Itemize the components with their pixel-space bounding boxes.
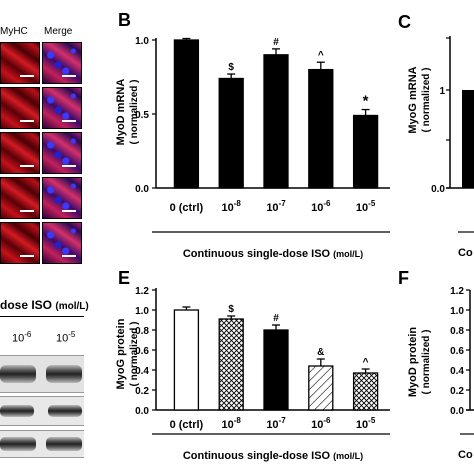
chart-b-ytick-label: 0.0 — [135, 184, 149, 195]
panel-f-ytick-label: 0.8 — [450, 326, 464, 337]
chart-b-xlabel: Continuous single-dose ISO (mol/L) — [183, 248, 363, 260]
chart-e-bar — [263, 329, 289, 411]
panel-letter-b: B — [118, 10, 131, 30]
micrograph-merge-3 — [42, 132, 82, 174]
chart-myod-protein-partial: MyoD protein ( normalized ) 0.0 0.2 0.4 0.6… — [407, 286, 474, 461]
chart-e-significance-mark: ^ — [363, 357, 369, 368]
western-blot-2 — [0, 396, 84, 426]
micrograph-merge-4 — [42, 177, 82, 219]
chart-e-category-label: 10-6 — [311, 416, 331, 431]
conc-label-a: 10-6 — [12, 330, 32, 345]
chart-myog-protein: MyoG protein( normalized ) 0.0 0.2 0.4 0.6 0.… — [115, 286, 390, 462]
chart-e-ytick-label: 0.0 — [135, 406, 149, 417]
chart-e-bar — [308, 365, 334, 411]
chart-b-category-label: 10-6 — [311, 199, 331, 214]
chart-e-category-label: 10-7 — [266, 416, 286, 431]
micrograph-myhc-3 — [0, 132, 40, 174]
micrograph-merge-1 — [42, 42, 82, 84]
chart-b-category-label: 10-8 — [222, 199, 242, 214]
panel-f-ylabel-bottom: ( normalized ) — [421, 329, 432, 394]
chart-e-ytick-label: 1.0 — [135, 306, 149, 317]
chart-b-bar — [218, 77, 244, 189]
chart-b-bar — [263, 54, 289, 189]
chart-b-category-label: 10-7 — [266, 199, 286, 214]
micrograph-myhc-5 — [0, 222, 40, 264]
chart-e-significance-mark: # — [273, 313, 279, 324]
panel-c-ytick-1: 1 — [439, 86, 445, 97]
iso-dose-label: dose ISO (mol/L) — [0, 298, 89, 312]
chart-e-ylabel-bottom: ( normalized ) — [129, 321, 140, 386]
chart-e-xlabel: Continuous single-dose ISO (mol/L) — [183, 450, 363, 462]
micrograph-myhc-4 — [0, 177, 40, 219]
panel-f-ytick-label: 0.2 — [450, 386, 464, 397]
chart-e-significance-mark: $ — [228, 304, 234, 315]
micrograph-myhc-2 — [0, 87, 40, 129]
panel-f-ytick-label: 0.4 — [450, 366, 464, 377]
micrograph-myhc-1 — [0, 42, 40, 84]
micrograph-merge-5 — [42, 222, 82, 264]
western-blot-1 — [0, 355, 84, 393]
conc-label-b: 10-5 — [56, 330, 76, 345]
micrograph-merge-2 — [42, 87, 82, 129]
chart-b-ytick-label: 0.5 — [135, 110, 149, 121]
panel-letter-c: C — [398, 12, 411, 32]
panel-f-ytick-label: 0.0 — [450, 406, 464, 417]
panel-f-ytick-label: 1.0 — [450, 306, 464, 317]
chart-b-significance-mark: * — [363, 93, 369, 110]
panel-c-xlabel: Co — [458, 247, 473, 259]
chart-e-significance-mark: & — [317, 347, 324, 358]
chart-e-ylabel-top: MyoG protein — [115, 318, 127, 389]
panel-c-ylabel: MyoG mRNA ( normalized ) — [407, 66, 432, 133]
chart-b-bar — [173, 39, 200, 189]
panel-c-ylabel-bottom: ( normalized ) — [421, 67, 432, 132]
col-header-merge: Merge — [44, 26, 73, 37]
chart-b-bar — [352, 114, 379, 189]
chart-b-significance-mark: $ — [228, 62, 234, 73]
chart-e-category-label: 10-5 — [356, 416, 376, 431]
panel-f-ylabel-top: MyoD protein — [407, 327, 419, 398]
chart-e-ytick-label: 0.4 — [135, 366, 149, 377]
panel-c-ytick-0: 0.0 — [431, 184, 445, 195]
chart-b-bar — [308, 68, 334, 189]
western-blot-3 — [0, 430, 84, 458]
panel-f-ytick-label: 1.2 — [450, 286, 464, 297]
chart-e-bar — [218, 318, 244, 411]
chart-b-ylabel-bottom: ( normalized ) — [129, 79, 140, 144]
chart-b-category-label: 0 (ctrl) — [170, 202, 204, 214]
chart-b-significance-mark: ^ — [318, 50, 324, 61]
chart-e-bar — [173, 309, 200, 411]
chart-myog-mrna-partial: MyoG mRNA ( normalized ) 1 0.0 Co — [407, 36, 474, 259]
blot-line — [0, 316, 84, 317]
chart-e-category-label: 10-8 — [222, 416, 242, 431]
chart-b-significance-mark: # — [273, 37, 279, 48]
panel-a: MyHC Merge dose ISO (mol/L) 10-6 10-5 — [0, 0, 89, 474]
chart-e-category-label: 0 (ctrl) — [170, 419, 204, 431]
col-header-myhc: MyHC — [0, 26, 28, 37]
panel-f-ytick-label: 0.6 — [450, 346, 464, 357]
chart-e-ytick-label: 0.2 — [135, 386, 149, 397]
chart-b-category-label: 10-5 — [356, 199, 376, 214]
chart-myod-mrna: MyoD mRNA( normalized ) 0.0 0.5 1.0 0 (ctrl)… — [115, 36, 390, 260]
chart-e-ytick-label: 0.8 — [135, 326, 149, 337]
chart-e-ytick-label: 0.6 — [135, 346, 149, 357]
chart-b-ytick-label: 1.0 — [135, 36, 149, 47]
chart-e-bar — [352, 372, 379, 411]
panel-letter-f: F — [398, 268, 409, 288]
chart-e-ytick-label: 1.2 — [135, 286, 149, 297]
panel-c-bar-ctrl — [462, 90, 474, 188]
panel-f-xlabel: Co — [458, 449, 473, 461]
chart-b-ylabel-top: MyoD mRNA — [115, 79, 127, 146]
panel-letter-e: E — [118, 268, 131, 288]
panel-c-ylabel-top: MyoG mRNA — [407, 66, 419, 133]
